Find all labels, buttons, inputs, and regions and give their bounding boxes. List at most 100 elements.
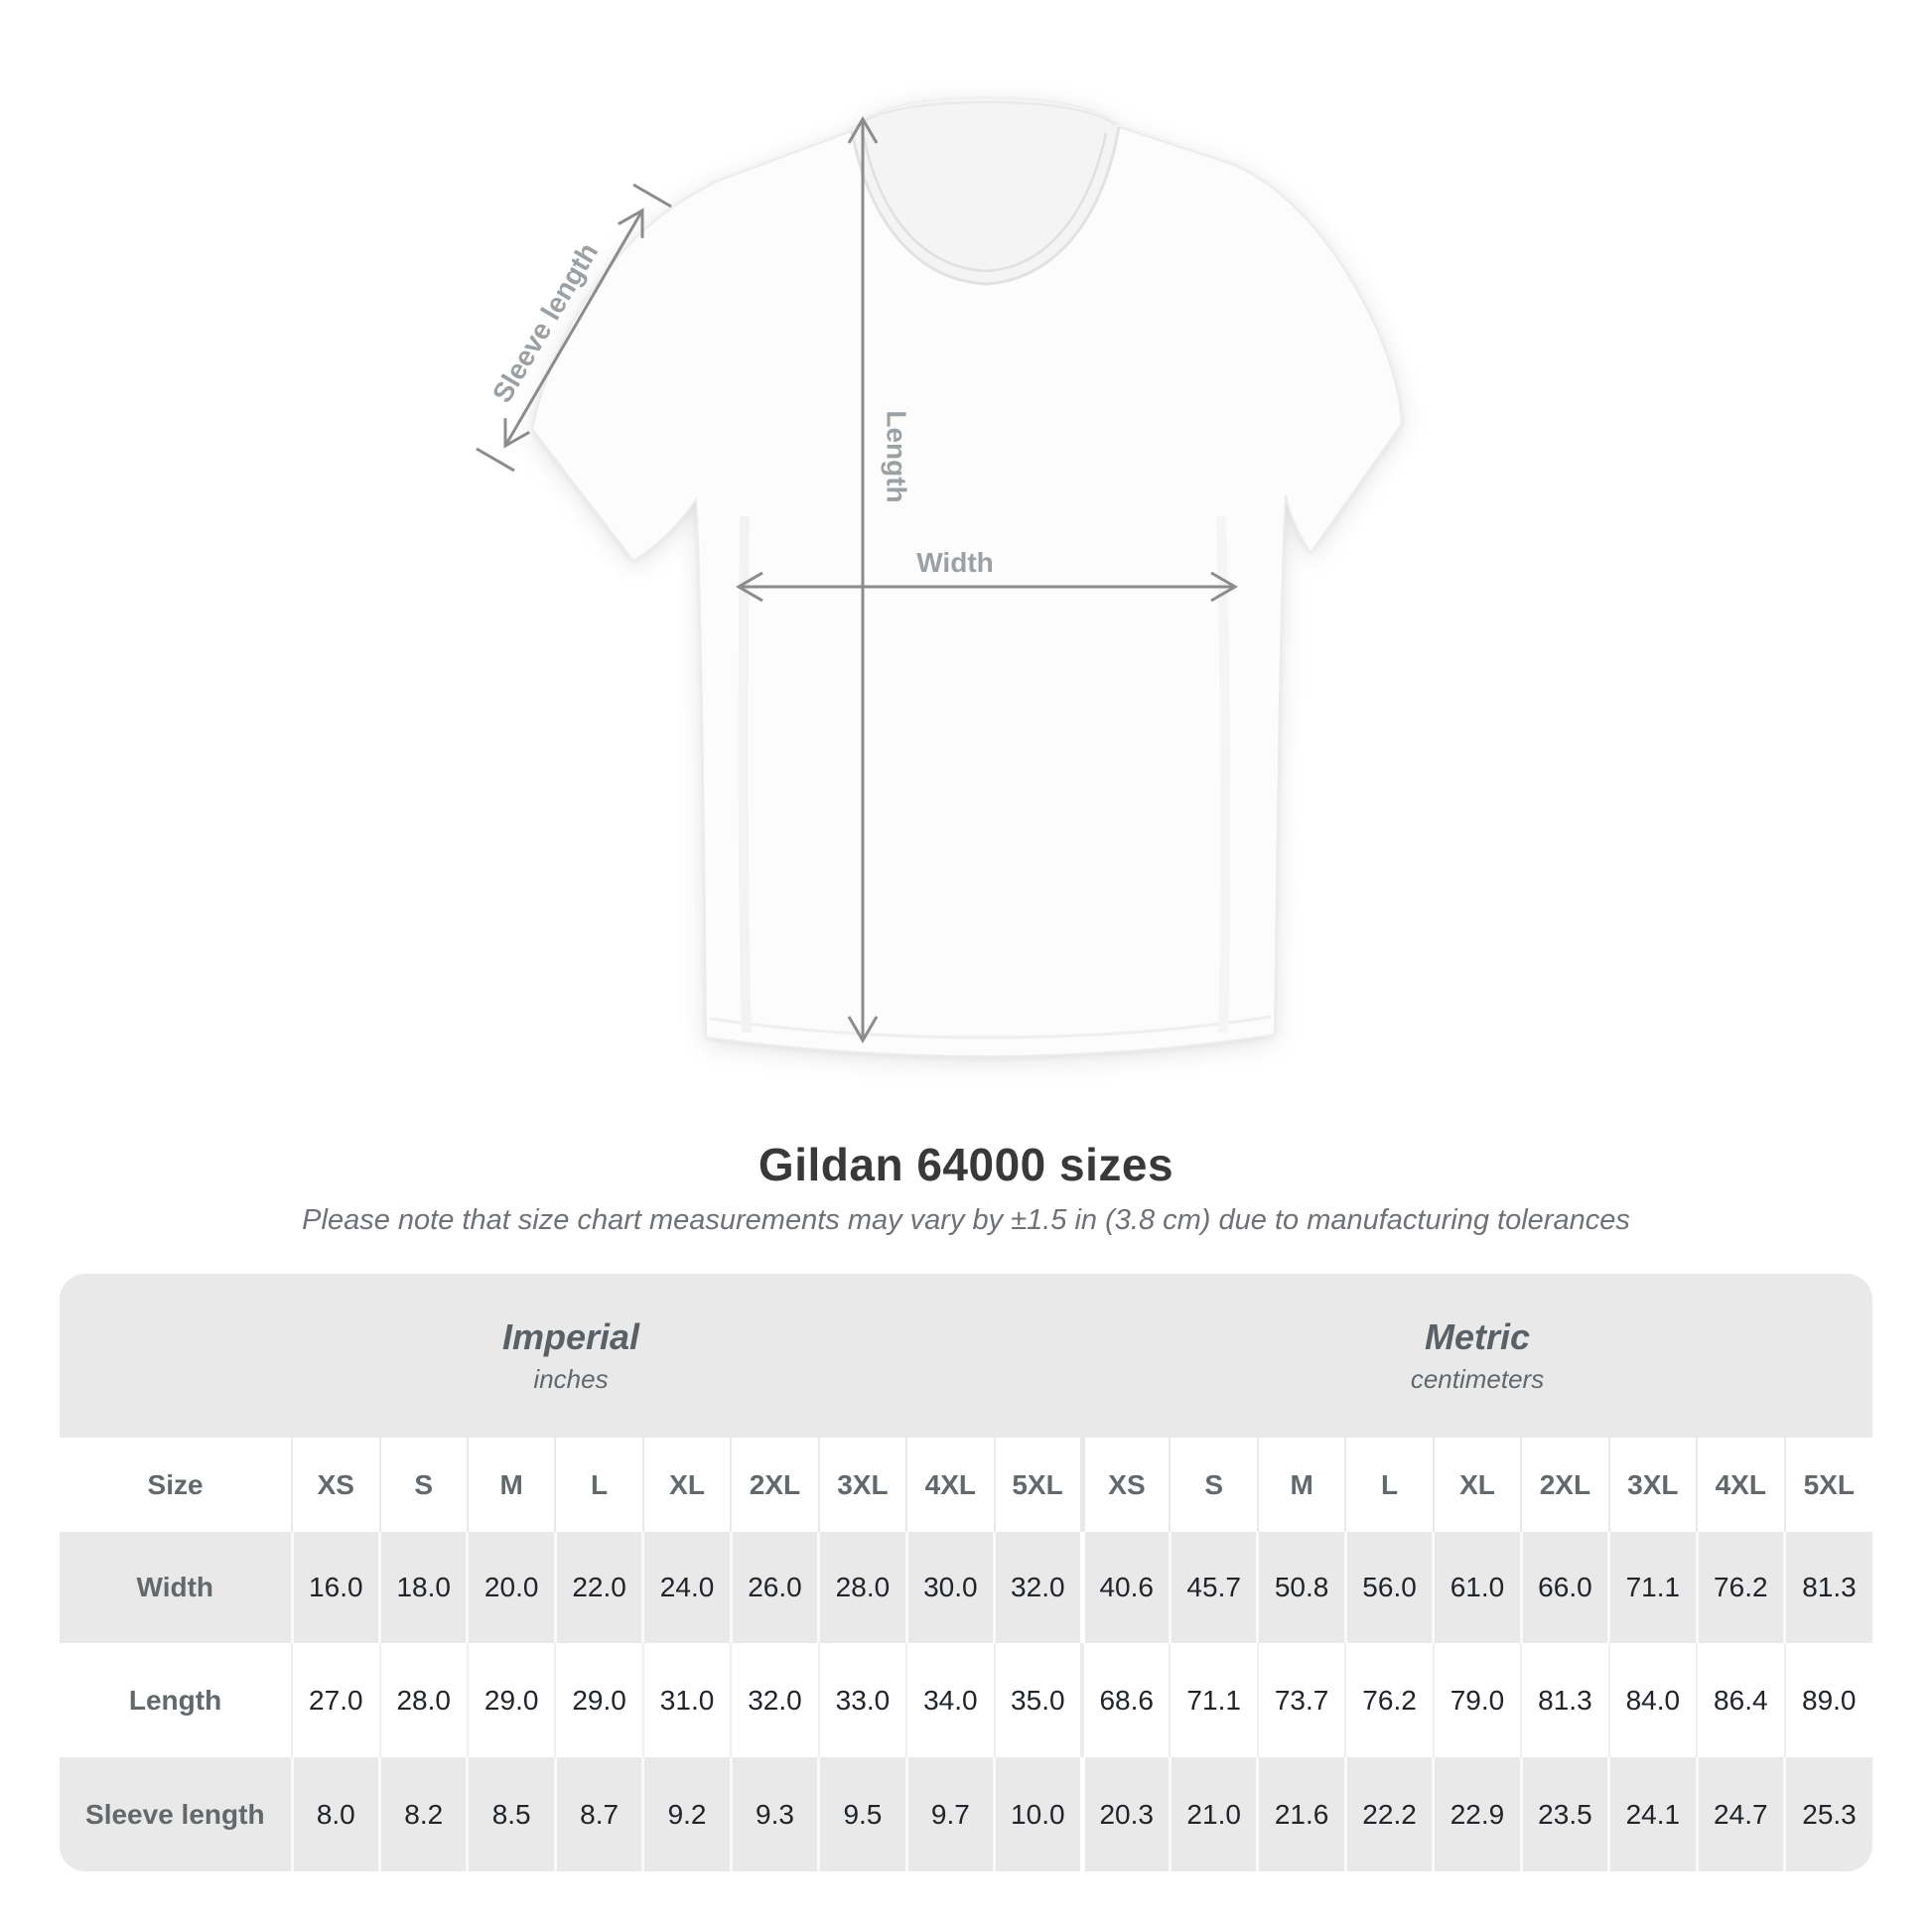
width-row: Width 16.0 18.0 20.0 22.0 24.0 26.0 28.0… bbox=[60, 1532, 1872, 1643]
value-cell: 61.0 bbox=[1432, 1532, 1522, 1643]
row-label: Width bbox=[60, 1532, 293, 1643]
size-header-cell: 4XL bbox=[1696, 1438, 1785, 1532]
size-header-cell: S bbox=[1169, 1438, 1258, 1532]
size-header-cell: 2XL bbox=[730, 1438, 819, 1532]
value-cell: 9.3 bbox=[729, 1757, 819, 1871]
value-cell: 56.0 bbox=[1343, 1532, 1434, 1643]
size-header-cell: XS bbox=[291, 1438, 380, 1532]
value-cell: 22.0 bbox=[553, 1532, 643, 1643]
value-cell: 30.0 bbox=[904, 1532, 995, 1643]
value-cell: 24.1 bbox=[1607, 1757, 1698, 1871]
value-cell: 71.1 bbox=[1169, 1643, 1258, 1757]
metric-band: Metric centimeters bbox=[1082, 1274, 1872, 1438]
unit-band-row: Imperial inches Metric centimeters bbox=[60, 1274, 1872, 1438]
value-cell: 68.6 bbox=[1080, 1643, 1171, 1757]
value-cell: 26.0 bbox=[729, 1532, 819, 1643]
value-cell: 23.5 bbox=[1519, 1757, 1609, 1871]
size-header-cell: M bbox=[1256, 1438, 1346, 1532]
value-cell: 20.3 bbox=[1079, 1757, 1171, 1871]
row-label: Sleeve length bbox=[60, 1757, 293, 1871]
value-cell: 21.0 bbox=[1168, 1757, 1258, 1871]
value-cell: 8.2 bbox=[378, 1757, 468, 1871]
measurement-annotations bbox=[476, 116, 1238, 1043]
value-cell: 89.0 bbox=[1783, 1643, 1872, 1757]
value-cell: 28.0 bbox=[817, 1532, 907, 1643]
fold-shading-right bbox=[1216, 515, 1231, 1034]
size-header-cell: XL bbox=[1432, 1438, 1522, 1532]
metric-title: Metric bbox=[1424, 1316, 1531, 1358]
value-cell: 31.0 bbox=[641, 1643, 732, 1757]
size-header-cell: 3XL bbox=[1607, 1438, 1698, 1532]
row-label: Length bbox=[60, 1643, 293, 1757]
value-cell: 9.5 bbox=[817, 1757, 907, 1871]
hem-stitch bbox=[709, 1015, 1272, 1039]
size-header-cell: L bbox=[554, 1438, 643, 1532]
value-cell: 29.0 bbox=[466, 1643, 556, 1757]
value-cell: 40.6 bbox=[1079, 1532, 1171, 1643]
value-cell: 29.0 bbox=[554, 1643, 643, 1757]
sleeve-cap-bottom bbox=[476, 447, 515, 473]
value-cell: 24.0 bbox=[641, 1532, 732, 1643]
value-cell: 84.0 bbox=[1607, 1643, 1698, 1757]
value-cell: 9.2 bbox=[641, 1757, 732, 1871]
size-header-cell: 3XL bbox=[817, 1438, 907, 1532]
value-cell: 76.2 bbox=[1344, 1643, 1434, 1757]
size-header-cell: 4XL bbox=[905, 1438, 995, 1532]
size-header-cell: L bbox=[1344, 1438, 1434, 1532]
value-cell: 86.4 bbox=[1696, 1643, 1785, 1757]
value-cell: 32.0 bbox=[730, 1643, 819, 1757]
imperial-band: Imperial inches bbox=[60, 1274, 1083, 1438]
value-cell: 9.7 bbox=[904, 1757, 995, 1871]
value-cell: 66.0 bbox=[1519, 1532, 1609, 1643]
fold-shading-left bbox=[738, 515, 752, 1034]
imperial-unit: inches bbox=[533, 1363, 609, 1394]
value-cell: 73.7 bbox=[1256, 1643, 1346, 1757]
value-cell: 16.0 bbox=[290, 1532, 380, 1643]
value-cell: 50.8 bbox=[1256, 1532, 1346, 1643]
tolerance-note: Please note that size chart measurements… bbox=[302, 1204, 1630, 1236]
size-header-cell: 5XL bbox=[1783, 1438, 1872, 1532]
size-table: Imperial inches Metric centimeters Size … bbox=[60, 1274, 1872, 1871]
tshirt-diagram: Width Length Sleeve length bbox=[476, 96, 1404, 1058]
value-cell: 28.0 bbox=[378, 1643, 468, 1757]
value-cell: 8.5 bbox=[466, 1757, 556, 1871]
size-header-cell: 2XL bbox=[1520, 1438, 1609, 1532]
value-cell: 81.3 bbox=[1783, 1532, 1872, 1643]
value-cell: 32.0 bbox=[993, 1532, 1083, 1643]
size-header-cell: S bbox=[378, 1438, 468, 1532]
value-cell: 76.2 bbox=[1695, 1532, 1785, 1643]
value-cell: 79.0 bbox=[1432, 1643, 1522, 1757]
sleeve-length-arrow bbox=[503, 207, 644, 449]
collar-back-seam bbox=[855, 100, 1116, 128]
value-cell: 71.1 bbox=[1607, 1532, 1698, 1643]
value-cell: 81.3 bbox=[1520, 1643, 1609, 1757]
metric-unit: centimeters bbox=[1410, 1363, 1545, 1394]
size-header-cell: XS bbox=[1079, 1438, 1171, 1532]
value-cell: 27.0 bbox=[291, 1643, 380, 1757]
length-label: Length bbox=[882, 410, 912, 502]
page-title: Gildan 64000 sizes bbox=[758, 1139, 1174, 1190]
sleeve-cap-top bbox=[632, 183, 672, 208]
size-col-header: Size bbox=[60, 1438, 293, 1532]
size-header-cell: XL bbox=[641, 1438, 732, 1532]
value-cell: 8.0 bbox=[290, 1757, 380, 1871]
size-header-cell: 5XL bbox=[993, 1438, 1083, 1532]
value-cell: 24.7 bbox=[1695, 1757, 1785, 1871]
value-cell: 18.0 bbox=[378, 1532, 468, 1643]
value-cell: 34.0 bbox=[905, 1643, 995, 1757]
value-cell: 22.2 bbox=[1343, 1757, 1434, 1871]
imperial-title: Imperial bbox=[501, 1316, 640, 1358]
value-cell: 45.7 bbox=[1168, 1532, 1258, 1643]
value-cell: 22.9 bbox=[1432, 1757, 1522, 1871]
collar-inner-seam bbox=[862, 132, 1108, 273]
tshirt-neck-opening bbox=[852, 98, 1119, 284]
width-label: Width bbox=[916, 547, 994, 578]
value-cell: 25.3 bbox=[1783, 1757, 1872, 1871]
value-cell: 10.0 bbox=[993, 1757, 1083, 1871]
value-cell: 35.0 bbox=[993, 1643, 1083, 1757]
value-cell: 20.0 bbox=[466, 1532, 556, 1643]
sleeve-length-row: Sleeve length 8.0 8.2 8.5 8.7 9.2 9.3 9.… bbox=[60, 1757, 1872, 1871]
length-row: Length 27.0 28.0 29.0 29.0 31.0 32.0 33.… bbox=[60, 1643, 1872, 1757]
size-header-cell: M bbox=[466, 1438, 556, 1532]
